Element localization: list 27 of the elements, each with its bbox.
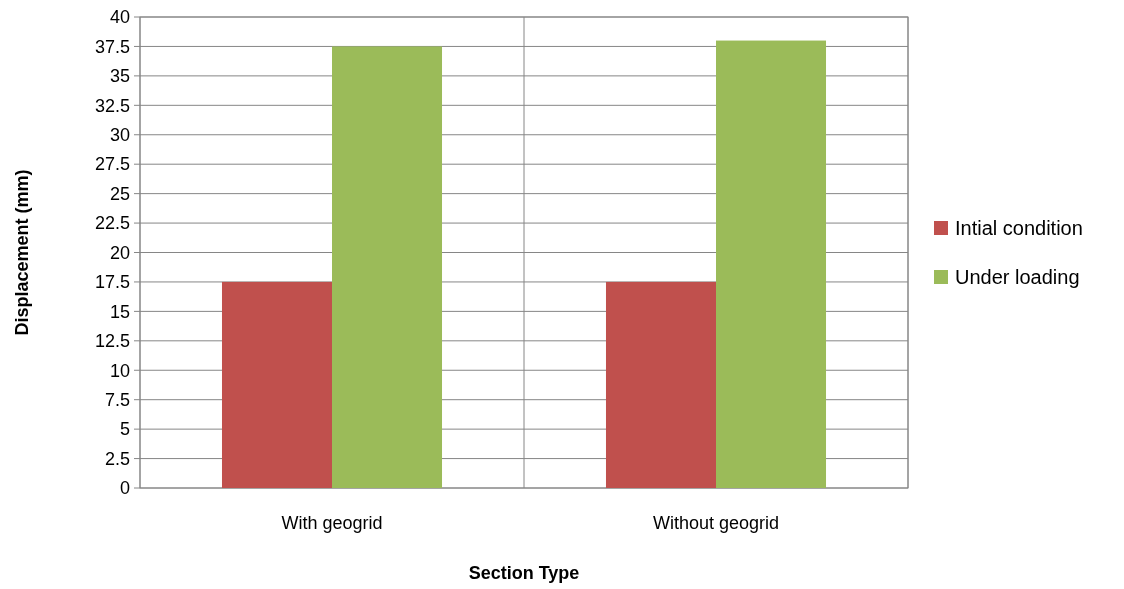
y-tick-label: 30 (109, 125, 130, 146)
y-tick-label: 15 (109, 301, 130, 322)
y-tick-label: 17.5 (94, 272, 130, 293)
y-tick-label: 20 (109, 242, 130, 263)
y-tick-label: 0 (119, 478, 130, 499)
y-tick-label: 32.5 (94, 95, 130, 116)
y-tick-label: 7.5 (104, 389, 130, 410)
y-tick-label: 10 (109, 360, 130, 381)
y-tick-label: 37.5 (94, 36, 130, 57)
y-tick-label: 22.5 (94, 213, 130, 234)
y-tick-label: 35 (109, 66, 130, 87)
legend-label: Intial condition (955, 217, 1083, 239)
x-axis-title: Section Type (468, 563, 580, 583)
y-axis-title: Displacement (mm) (12, 169, 32, 336)
bar (605, 281, 716, 488)
legend-label: Under loading (955, 266, 1080, 288)
y-tick-label: 25 (109, 183, 130, 204)
x-tick-label: Without geogrid (652, 513, 780, 533)
bar (332, 46, 443, 488)
y-tick-label: 27.5 (94, 154, 130, 175)
y-tick-label: 40 (109, 7, 130, 28)
y-tick-label: 5 (119, 419, 130, 440)
y-tick-label: 12.5 (94, 331, 130, 352)
bar (221, 281, 332, 488)
bar (716, 40, 827, 488)
y-tick-label: 2.5 (104, 448, 130, 469)
x-tick-label: With geogrid (281, 513, 383, 533)
